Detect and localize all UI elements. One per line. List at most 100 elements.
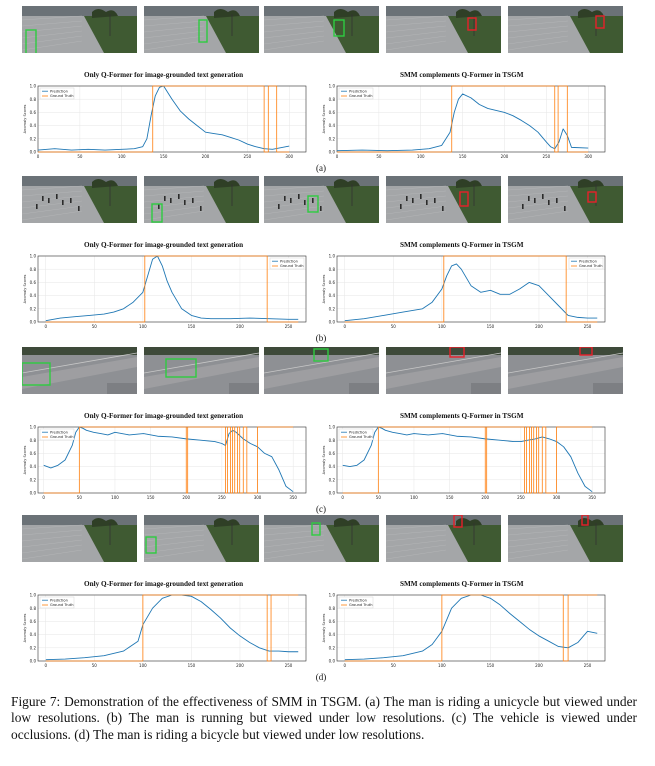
prediction-line [43,426,294,493]
detection-box-green [198,19,208,43]
x-tick-label: 250 [244,154,252,159]
x-tick-label: 50 [391,324,397,329]
y-axis-label: Anomaly Scores [322,104,326,133]
x-tick-label: 50 [77,495,83,500]
prediction-line [344,263,598,322]
plot-frame [336,85,606,153]
y-tick-label: 0.2 [30,136,37,141]
x-tick-label: 50 [391,663,397,668]
video-frame [386,347,501,394]
y-tick-label: 0.8 [329,438,336,443]
y-tick-label: 0.0 [30,150,37,155]
x-tick-label: 50 [376,154,382,159]
x-tick-label: 250 [584,324,592,329]
x-tick-label: 100 [438,324,446,329]
x-tick-label: 200 [182,495,190,500]
x-tick-label: 150 [160,154,168,159]
right-panel-title: SMM complements Q-Former in TSGM [400,241,524,249]
y-tick-label: 1.0 [30,425,37,430]
y-axis-label: Anomaly Scores [23,104,27,133]
x-tick-label: 100 [139,324,147,329]
x-tick-label: 200 [481,495,489,500]
x-tick-label: 100 [111,495,119,500]
prediction-line [344,594,598,661]
y-tick-label: 1.0 [329,593,336,598]
y-tick-label: 0.0 [30,320,37,325]
detection-box-green [151,203,163,223]
prediction-line [45,594,299,661]
x-tick-label: 250 [285,663,293,668]
video-frame [508,347,623,394]
left-anomaly-chart: 0.0 0.2 0.4 0.6 0.8 1.0 0 50 100 150 200 250 Anomaly… [23,593,307,668]
detection-box-red [595,15,605,29]
right-panel-title: SMM complements Q-Former in TSGM [400,71,524,79]
y-tick-label: 0.4 [30,464,37,469]
y-tick-label: 1.0 [30,84,37,89]
y-tick-label: 0.4 [329,464,336,469]
y-tick-label: 0.0 [30,491,37,496]
x-tick-label: 300 [584,154,592,159]
video-frame [264,347,379,394]
left-panel-title: Only Q-Former for image-grounded text ge… [84,412,244,420]
caption-text: Figure 7: Demonstration of the effective… [11,694,637,742]
plot-frame [37,594,307,662]
right-anomaly-chart: 0.0 0.2 0.4 0.6 0.8 1.0 0 50 100 150 200 250 300 350 A… [322,425,606,500]
x-tick-label: 150 [446,495,454,500]
x-tick-label: 150 [188,663,196,668]
y-tick-label: 0.6 [329,280,336,285]
x-tick-label: 0 [44,324,47,329]
ground-truth-line [342,426,593,494]
prediction-line [45,255,299,322]
y-tick-label: 0.4 [30,293,37,298]
detection-box-green [333,19,345,37]
figure-row-b: Only Q-Former for image-grounded text ge… [0,176,655,343]
x-tick-label: 150 [147,495,155,500]
video-frame [508,6,623,53]
legend-prediction-label: Prediction [50,89,68,93]
x-tick-label: 250 [285,324,293,329]
y-axis-label: Anomaly Scores [322,613,326,642]
detection-box-red [449,347,465,358]
x-tick-label: 250 [218,495,226,500]
plot-frame [37,85,307,153]
y-tick-label: 0.0 [329,320,336,325]
detection-box-red [587,191,597,203]
legend-prediction-label: Prediction [50,598,68,602]
detection-box-green [25,29,37,53]
y-tick-label: 0.4 [329,632,336,637]
legend-gt-label: Ground Truth [280,264,303,268]
figure-row-d: Only Q-Former for image-grounded text ge… [0,515,655,682]
figure-row-a: Only Q-Former for image-grounded text ge… [0,6,655,173]
y-tick-label: 0.4 [329,123,336,128]
detection-box-green [165,358,197,378]
y-axis-label: Anomaly Scores [322,445,326,474]
video-frame [22,6,137,53]
x-tick-label: 100 [410,495,418,500]
left-panel-title: Only Q-Former for image-grounded text ge… [84,241,244,249]
y-tick-label: 0.2 [329,477,336,482]
x-tick-label: 0 [336,154,339,159]
y-axis-label: Anomaly Scores [322,274,326,303]
y-tick-label: 1.0 [329,84,336,89]
x-tick-label: 0 [341,495,344,500]
y-tick-label: 0.8 [30,97,37,102]
y-axis-label: Anomaly Scores [23,445,27,474]
y-tick-label: 0.4 [329,293,336,298]
y-tick-label: 0.6 [30,619,37,624]
y-tick-label: 0.0 [30,659,37,664]
ground-truth-line [43,426,294,494]
y-tick-label: 1.0 [30,593,37,598]
legend-gt-label: Ground Truth [50,435,73,439]
x-tick-label: 150 [188,324,196,329]
x-tick-label: 50 [92,663,98,668]
x-tick-label: 150 [487,324,495,329]
y-axis-label: Anomaly Scores [23,274,27,303]
x-tick-label: 250 [543,154,551,159]
legend-prediction-label: Prediction [579,259,597,263]
x-tick-label: 0 [343,324,346,329]
right-panel-title: SMM complements Q-Former in TSGM [400,580,524,588]
